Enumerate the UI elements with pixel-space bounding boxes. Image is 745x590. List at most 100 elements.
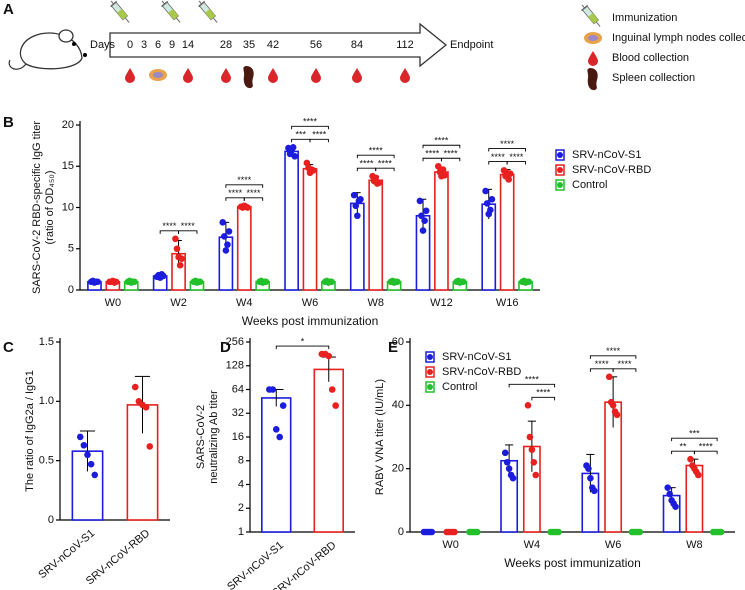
legend-dot (557, 152, 563, 158)
legend-dot (557, 182, 563, 188)
data-point (142, 403, 150, 411)
y-axis-label: neutralizing Ab titer (208, 390, 220, 484)
x-tick-label: SRV-nCoV-S1 (225, 539, 286, 590)
significance-label: **** (509, 152, 524, 162)
y-tick-label: 0.5 (39, 455, 54, 467)
data-point (482, 187, 489, 195)
data-point (636, 528, 644, 536)
data-point (328, 278, 335, 286)
day-label: 0 (127, 39, 133, 51)
data-point (532, 471, 540, 479)
significance-label: **** (360, 159, 375, 169)
data-point (418, 212, 425, 220)
significance-label: **** (425, 149, 440, 159)
significance-label: **** (378, 159, 393, 169)
drop-icon (183, 68, 193, 83)
x-tick-label: W2 (170, 297, 187, 309)
panel-label: E (388, 339, 398, 356)
data-point (303, 159, 311, 167)
data-point (87, 460, 95, 468)
significance-bracket (375, 167, 395, 172)
significance-bracket (291, 138, 311, 143)
significance-bracket (243, 197, 264, 201)
drop-icon (352, 68, 362, 83)
data-point (587, 474, 594, 482)
significance-bracket (671, 450, 695, 455)
day-label: 84 (351, 39, 363, 51)
y-tick-label: 15 (62, 160, 74, 172)
data-point (687, 455, 694, 463)
significance-bracket (225, 197, 245, 201)
data-point (505, 465, 513, 472)
drop-icon (221, 68, 231, 83)
y-tick-label: 5 (68, 243, 74, 255)
data-point (176, 261, 184, 269)
y-tick-label: 0 (68, 284, 74, 296)
significance-bracket (612, 368, 637, 372)
legend-dot (427, 369, 433, 375)
data-point (196, 278, 204, 286)
significance-label: **** (162, 221, 177, 231)
significance-bracket (291, 125, 329, 130)
endpoint-label: Endpoint (450, 39, 493, 51)
bar (434, 171, 449, 291)
y-tick-label: 4 (238, 478, 244, 490)
y-axis-label: RABV VNA titer (IU/mL) (374, 379, 386, 495)
data-point (272, 426, 280, 433)
data-point (332, 402, 339, 409)
data-point (372, 174, 380, 182)
data-point (221, 233, 228, 240)
data-point (325, 352, 333, 360)
syringe-icon (158, 0, 184, 26)
x-tick-label: W4 (524, 539, 541, 551)
bar (313, 368, 344, 533)
data-point (609, 402, 617, 409)
data-point (279, 402, 287, 409)
data-point (530, 459, 538, 466)
data-point (84, 451, 91, 459)
significance-bracket (225, 184, 264, 188)
significance-label: **** (181, 221, 196, 231)
y-tick-label: 0 (398, 526, 404, 538)
spleen-icon (243, 66, 254, 89)
data-point (291, 153, 299, 160)
data-point (487, 206, 494, 214)
significance-label: **** (303, 117, 318, 127)
data-point (375, 179, 383, 187)
significance-label: *** (296, 130, 307, 140)
bar (368, 179, 384, 291)
significance-label: **** (246, 188, 261, 198)
timeline-arrow (109, 22, 448, 68)
data-point (528, 446, 536, 453)
y-tick-label: 16 (232, 431, 244, 443)
significance-bracket (440, 157, 461, 162)
significance-bracket (356, 154, 395, 159)
x-tick-label: SRV-nCoV-S1 (36, 527, 97, 581)
drop-icon (125, 68, 135, 83)
data-point (524, 402, 532, 409)
panel-label: A (3, 1, 14, 18)
data-point (590, 487, 598, 495)
data-point (393, 278, 401, 286)
y-tick-label: 0 (48, 514, 54, 526)
data-point (352, 202, 360, 210)
significance-label: **** (491, 152, 506, 162)
significance-label: **** (500, 139, 515, 149)
y-tick-label: 256 (226, 336, 244, 348)
days-label: Days (90, 39, 116, 51)
data-point (262, 278, 270, 286)
data-point (422, 207, 430, 215)
significance-label: **** (369, 146, 384, 156)
data-point (501, 449, 509, 457)
legend-label: Control (572, 179, 607, 191)
bar (284, 150, 299, 291)
data-point (269, 386, 277, 393)
data-point (503, 459, 511, 466)
data-point (276, 433, 284, 441)
bar (236, 205, 252, 291)
data-point (244, 204, 251, 211)
lymph-icon (149, 69, 167, 81)
data-point (421, 217, 428, 224)
data-point (94, 278, 101, 286)
